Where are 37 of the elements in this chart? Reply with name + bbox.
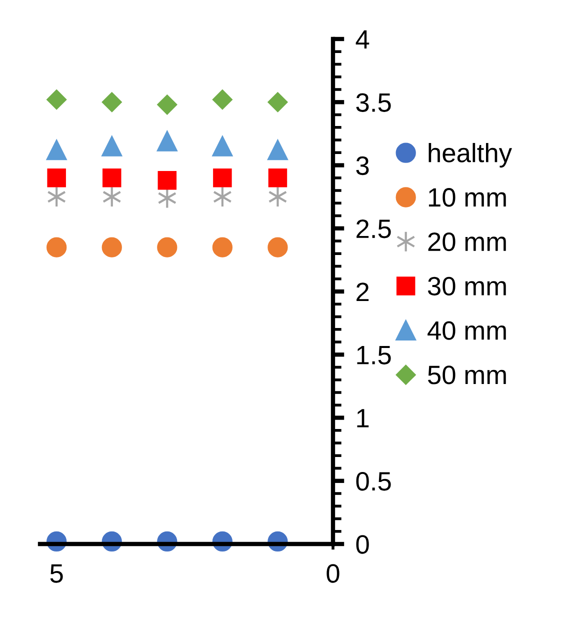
x-tick-label: 5 bbox=[50, 564, 63, 583]
legend-label: 30 mm bbox=[428, 276, 506, 296]
point bbox=[268, 92, 288, 112]
y-tick-label: 2 bbox=[356, 282, 369, 302]
point bbox=[102, 92, 122, 112]
point bbox=[158, 171, 177, 190]
y-tick-label: 3.5 bbox=[356, 93, 391, 112]
y-tick-label: 1.5 bbox=[357, 346, 391, 364]
point bbox=[268, 140, 288, 160]
legend-label: 50 mm bbox=[428, 366, 506, 384]
legend-label: 10 mm bbox=[428, 188, 506, 207]
y-tick-label: 0 bbox=[356, 535, 369, 554]
point bbox=[102, 168, 122, 188]
point bbox=[212, 136, 233, 156]
point bbox=[46, 90, 66, 110]
point bbox=[213, 168, 232, 188]
y-tick-label: 3 bbox=[356, 156, 369, 176]
point bbox=[46, 237, 67, 258]
point bbox=[102, 237, 122, 258]
point bbox=[268, 186, 288, 208]
point bbox=[157, 131, 178, 152]
point bbox=[157, 237, 178, 258]
y-tick-label: 4 bbox=[356, 30, 370, 49]
point bbox=[46, 140, 67, 160]
y-tick-label: 2.5 bbox=[356, 220, 391, 238]
legend-label: 20 mm bbox=[428, 232, 506, 252]
point bbox=[268, 237, 288, 258]
y-tick-label: 0.5 bbox=[356, 472, 391, 491]
point bbox=[212, 237, 233, 258]
point bbox=[157, 94, 178, 115]
legend-label: 40 mm bbox=[428, 321, 506, 340]
point bbox=[212, 90, 232, 110]
y-tick-label: 1 bbox=[357, 409, 369, 428]
point bbox=[102, 136, 122, 156]
legend-label: healthy bbox=[428, 142, 512, 168]
point bbox=[47, 168, 66, 188]
point bbox=[268, 168, 288, 188]
